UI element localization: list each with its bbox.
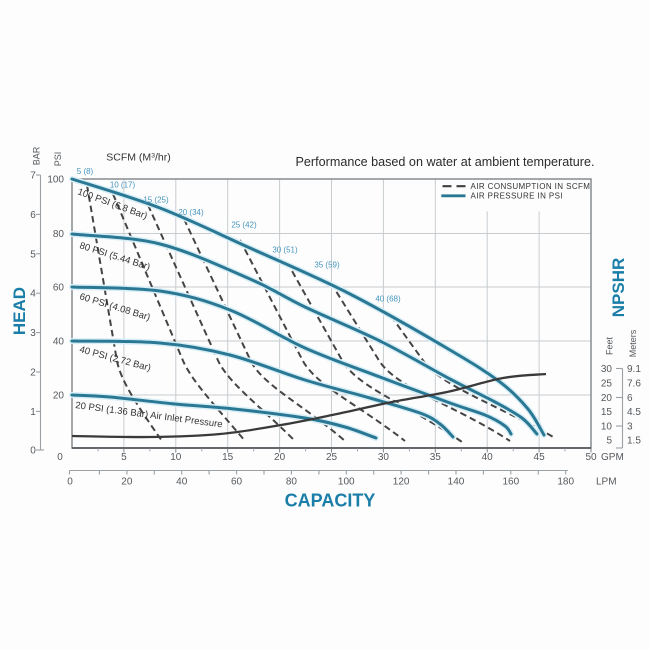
svg-text:30 (51): 30 (51) xyxy=(272,246,298,255)
svg-text:20 (34): 20 (34) xyxy=(178,208,204,217)
svg-text:Performance based on water at: Performance based on water at ambient te… xyxy=(296,155,595,169)
svg-text:1: 1 xyxy=(30,407,36,418)
svg-text:Feet: Feet xyxy=(605,336,615,355)
svg-text:120: 120 xyxy=(393,477,410,488)
svg-text:10 (17): 10 (17) xyxy=(110,181,136,190)
svg-text:30: 30 xyxy=(378,452,390,463)
svg-text:2: 2 xyxy=(30,368,36,379)
svg-text:GPM: GPM xyxy=(601,452,624,463)
svg-text:180: 180 xyxy=(557,477,574,488)
svg-text:0: 0 xyxy=(67,477,73,488)
svg-text:3: 3 xyxy=(30,328,36,339)
svg-text:40: 40 xyxy=(53,337,65,348)
svg-text:60: 60 xyxy=(231,477,243,488)
svg-text:9.1: 9.1 xyxy=(627,364,641,375)
svg-text:6: 6 xyxy=(627,393,633,404)
svg-text:100: 100 xyxy=(338,477,355,488)
svg-text:LPM: LPM xyxy=(596,477,617,488)
svg-text:30: 30 xyxy=(601,364,613,375)
svg-text:20: 20 xyxy=(121,477,133,488)
svg-text:AIR CONSUMPTION IN SCFM: AIR CONSUMPTION IN SCFM xyxy=(471,182,591,191)
svg-text:25: 25 xyxy=(326,452,338,463)
svg-text:Meters: Meters xyxy=(628,329,638,357)
svg-text:80: 80 xyxy=(286,477,298,488)
svg-text:40: 40 xyxy=(482,452,494,463)
svg-text:20: 20 xyxy=(601,393,613,404)
svg-text:6: 6 xyxy=(30,210,36,221)
svg-text:5: 5 xyxy=(121,452,127,463)
svg-text:3: 3 xyxy=(627,422,633,433)
svg-text:40 (68): 40 (68) xyxy=(375,295,401,304)
svg-text:20: 20 xyxy=(274,452,286,463)
svg-text:CAPACITY: CAPACITY xyxy=(285,491,376,511)
svg-text:4: 4 xyxy=(30,289,36,300)
svg-text:45: 45 xyxy=(534,452,546,463)
svg-text:7.6: 7.6 xyxy=(627,379,641,390)
svg-text:160: 160 xyxy=(503,477,520,488)
svg-text:25 (42): 25 (42) xyxy=(231,221,257,230)
svg-text:40: 40 xyxy=(176,477,188,488)
svg-text:7: 7 xyxy=(30,171,36,182)
svg-text:60: 60 xyxy=(53,283,65,294)
svg-text:0: 0 xyxy=(57,452,63,463)
svg-text:15: 15 xyxy=(601,407,613,418)
svg-text:1.5: 1.5 xyxy=(627,436,641,447)
svg-text:35: 35 xyxy=(430,452,442,463)
svg-text:10: 10 xyxy=(601,422,613,433)
svg-text:BAR: BAR xyxy=(32,146,42,165)
svg-text:5 (8): 5 (8) xyxy=(77,167,94,176)
svg-text:140: 140 xyxy=(448,477,465,488)
svg-text:AIR PRESSURE IN PSI: AIR PRESSURE IN PSI xyxy=(471,192,564,201)
svg-text:4.5: 4.5 xyxy=(627,407,641,418)
svg-text:SCFM (M3/hr): SCFM (M3/hr) xyxy=(106,152,170,164)
svg-text:100: 100 xyxy=(47,175,64,186)
svg-text:35 (59): 35 (59) xyxy=(314,261,340,270)
svg-text:10: 10 xyxy=(170,452,182,463)
svg-text:HEAD: HEAD xyxy=(10,287,29,335)
svg-text:25: 25 xyxy=(601,379,613,390)
svg-text:50: 50 xyxy=(585,452,597,463)
svg-text:NPSHR: NPSHR xyxy=(609,258,628,318)
svg-text:80: 80 xyxy=(53,229,65,240)
svg-text:PSI: PSI xyxy=(53,152,63,167)
svg-text:20: 20 xyxy=(53,391,65,402)
svg-text:5: 5 xyxy=(606,436,612,447)
svg-text:0: 0 xyxy=(30,446,36,457)
svg-text:5: 5 xyxy=(30,249,36,260)
svg-text:15 (25): 15 (25) xyxy=(143,196,169,205)
svg-text:15: 15 xyxy=(222,452,234,463)
